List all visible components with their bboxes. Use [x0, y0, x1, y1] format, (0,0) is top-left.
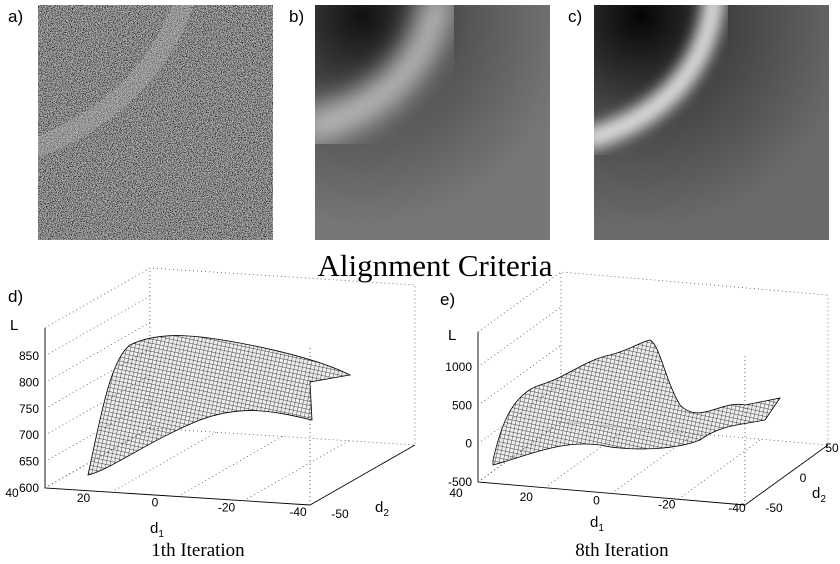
z-tick-label: 1000 [445, 360, 472, 374]
d2-axis-label: d2 [812, 485, 826, 505]
d2-tick-label: -50 [331, 507, 349, 521]
d1-tick-label: 20 [520, 490, 534, 504]
z-grid-line [44, 295, 151, 357]
panel-label: d) [8, 287, 23, 306]
z-tick-label: 800 [19, 375, 39, 389]
panel-label: e) [440, 290, 455, 309]
d1-grid-line [177, 436, 283, 497]
z-grid-line [477, 306, 562, 368]
axis-subscript: 2 [820, 494, 826, 505]
noisy-image [38, 5, 273, 240]
z-grid-line [44, 322, 151, 383]
d1-tick-label: 40 [5, 486, 19, 500]
grid-box [44, 267, 416, 329]
z-tick-label: 750 [19, 402, 39, 416]
d1-grid-line [243, 440, 349, 502]
z-tick-label: 650 [19, 455, 39, 469]
z-grid-line [44, 401, 151, 462]
d1-tick-label: -40 [289, 505, 307, 519]
d2-tick-label: 50 [825, 441, 839, 455]
d1-tick-label: -20 [658, 497, 676, 511]
blurred-image [315, 5, 550, 240]
plot-caption: 8th Iteration [575, 540, 669, 561]
d1-grid-line [309, 444, 416, 506]
d2-tick-label: -50 [765, 501, 783, 515]
d1-grid-line [678, 438, 762, 500]
axis-name: d [590, 514, 598, 531]
axis-subscript: 1 [598, 523, 604, 534]
z-tick-label: 600 [19, 481, 39, 495]
surface-2 [492, 339, 781, 466]
d1-axis-label: d1 [150, 520, 164, 540]
axis-subscript: 2 [383, 508, 389, 519]
axis-name: d [375, 499, 383, 516]
z-tick-label: -500 [448, 475, 472, 489]
panel-label: b) [289, 7, 304, 26]
grid-box [477, 295, 829, 483]
z-tick-label: 500 [452, 398, 472, 412]
panel-label: a) [8, 7, 23, 26]
d1-tick-label: 40 [449, 486, 463, 500]
d1-axis-label: d1 [590, 514, 604, 534]
aligned-image [594, 5, 829, 240]
z-grid-line [44, 374, 151, 436]
d1-tick-label: 0 [152, 496, 159, 510]
surface-1 [87, 335, 352, 476]
d2-tick-label: 0 [800, 471, 807, 485]
z-axis-label: L [448, 327, 456, 344]
d1-grid-line [111, 431, 217, 493]
axis-name: d [812, 485, 820, 502]
z-grid-line [44, 348, 151, 410]
z-tick-label: 0 [465, 437, 472, 451]
axis-subscript: 1 [158, 529, 164, 540]
z-axis-label: L [10, 317, 18, 334]
panel-label: c) [568, 7, 582, 26]
axis-name: d [150, 520, 158, 537]
d1-tick-label: 20 [77, 491, 91, 505]
d1-grid-line [44, 427, 151, 489]
d2-axis-label: d2 [375, 499, 389, 519]
z-tick-label: 850 [19, 349, 39, 363]
figure-title: Alignment Criteria [317, 248, 552, 283]
z-tick-label: 700 [19, 428, 39, 442]
d1-tick-label: -40 [728, 501, 746, 515]
d1-tick-label: 0 [593, 494, 600, 508]
plot-caption: 1th Iteration [151, 540, 245, 561]
d1-tick-label: -20 [218, 500, 236, 514]
